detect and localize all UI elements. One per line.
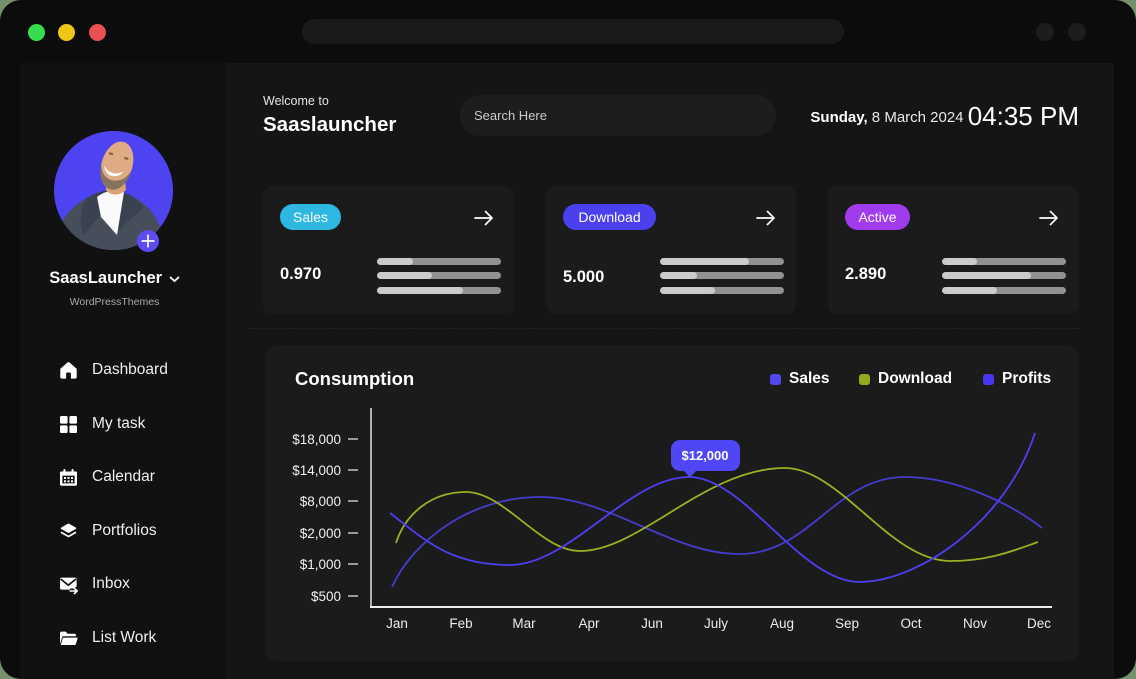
svg-text:$14,000: $14,000 — [292, 463, 341, 478]
svg-text:Mar: Mar — [512, 616, 536, 631]
svg-text:Dec: Dec — [1027, 616, 1051, 631]
svg-text:$8,000: $8,000 — [300, 494, 341, 509]
svg-text:Aug: Aug — [770, 616, 794, 631]
svg-text:$12,000: $12,000 — [682, 448, 729, 463]
svg-text:Jun: Jun — [641, 616, 663, 631]
svg-text:Sep: Sep — [835, 616, 859, 631]
svg-text:$18,000: $18,000 — [292, 432, 341, 447]
svg-text:Jan: Jan — [386, 616, 408, 631]
svg-text:$500: $500 — [311, 589, 341, 604]
svg-text:Apr: Apr — [578, 616, 600, 631]
svg-text:$1,000: $1,000 — [300, 557, 341, 572]
svg-text:July: July — [704, 616, 728, 631]
svg-text:Feb: Feb — [449, 616, 472, 631]
svg-text:Oct: Oct — [900, 616, 921, 631]
svg-text:$2,000: $2,000 — [300, 526, 341, 541]
svg-text:Nov: Nov — [963, 616, 987, 631]
